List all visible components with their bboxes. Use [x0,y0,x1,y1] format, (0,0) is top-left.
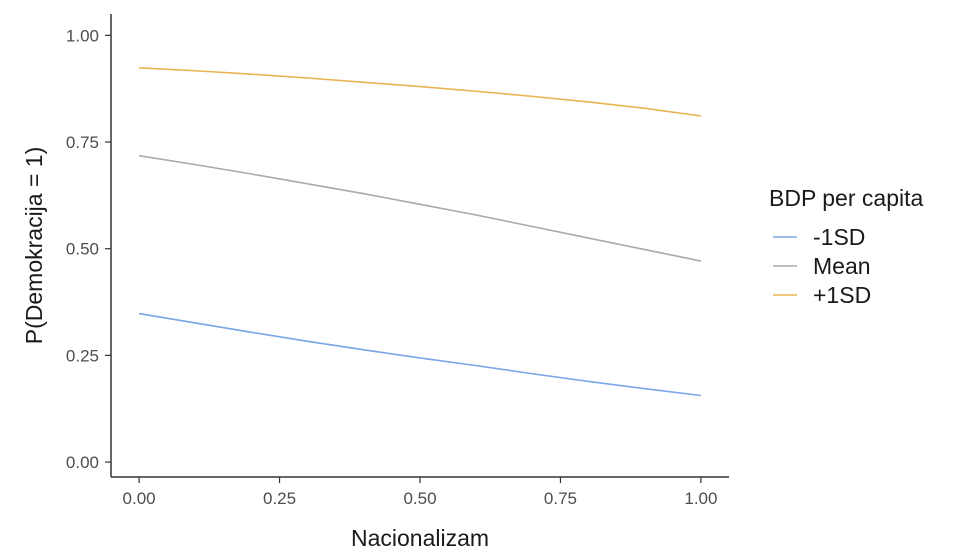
y-tick-label: 0.25 [66,346,99,365]
y-tick-label: 0.50 [66,240,99,259]
y-tick-label: 0.00 [66,453,99,472]
legend-title: BDP per capita [769,185,923,211]
legend: BDP per capita -1SD Mean +1SD [769,185,923,308]
legend-label: +1SD [813,282,871,308]
legend-items: -1SD Mean +1SD [773,224,871,308]
series-line-mean [138,154,702,262]
series-line-1sd [138,312,702,397]
legend-label: -1SD [813,224,865,250]
axes: 0.00 0.25 0.50 0.75 1.00 0.00 0.25 0.50 0.75 1.00 [66,14,729,508]
x-tick-label: 0.25 [263,489,296,508]
x-tick-label: 0.75 [544,489,577,508]
y-tick-label: 0.75 [66,133,99,152]
series-lines [138,66,702,397]
x-tick-label: 1.00 [684,489,717,508]
x-tick-label: 0.00 [123,489,156,508]
y-axis-title: P(Demokracija = 1) [21,147,47,344]
x-axis-title: Nacionalizam [351,525,489,551]
series-line-1sd [139,66,702,117]
x-tick-label: 0.50 [403,489,436,508]
y-tick-label: 1.00 [66,26,99,45]
legend-label: Mean [813,253,871,279]
